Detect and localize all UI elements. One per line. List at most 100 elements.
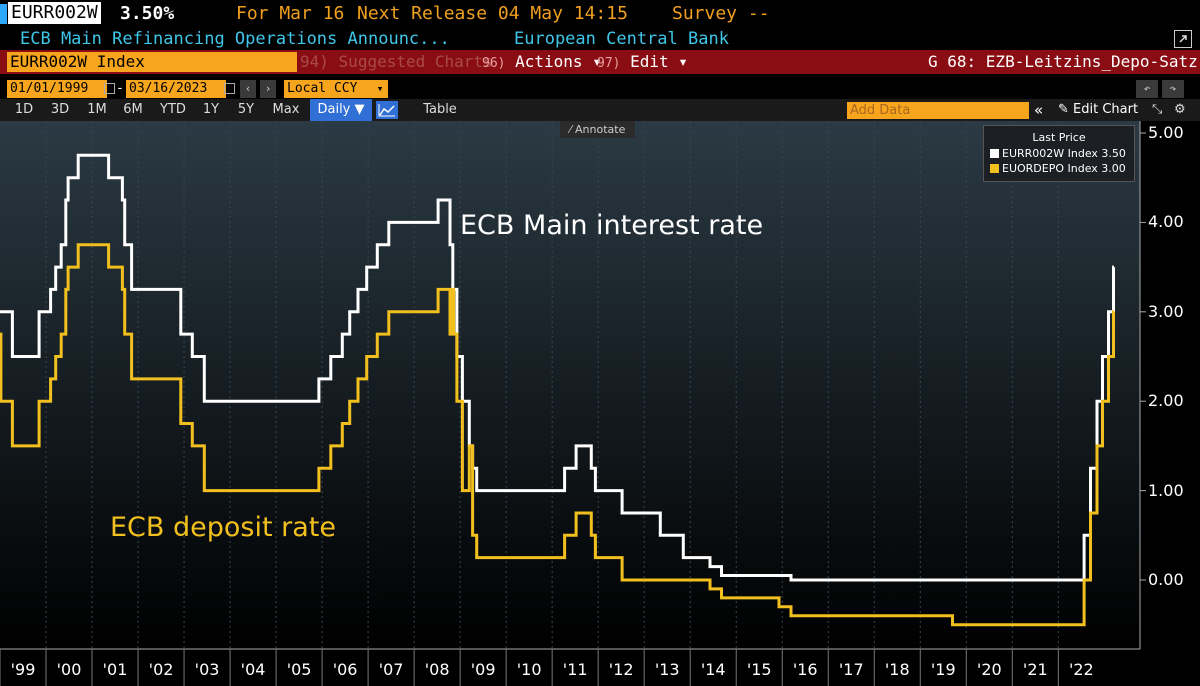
edit-menu[interactable]: 97) Edit ▾ [597, 52, 688, 72]
x-tick-label: '07 [378, 660, 404, 679]
tab-max[interactable]: Max [272, 102, 300, 117]
toolbar: EURR002W Index 94) Suggested Charts 96) … [0, 50, 1200, 74]
grid [45, 121, 1059, 649]
prev-period-icon[interactable]: ‹ [240, 80, 256, 98]
legend-title: Last Price [1032, 131, 1086, 144]
security-description: ECB Main Refinancing Operations Announc.… [20, 29, 450, 49]
x-tick-label: '09 [470, 660, 496, 679]
suggested-charts-button[interactable]: 94) Suggested Charts [300, 52, 493, 72]
tab-ytd[interactable]: YTD [160, 102, 186, 117]
annotate-label: Annotate [575, 123, 626, 136]
legend-label: EURR002W Index 3.50 [1002, 147, 1126, 160]
tab-1y[interactable]: 1Y [202, 102, 220, 117]
x-tick-label: '17 [838, 660, 864, 679]
y-tick-label: 5.00 [1148, 123, 1184, 142]
y-tick-label: 4.00 [1148, 212, 1184, 232]
suggested-label: Suggested Charts [338, 52, 493, 71]
plot-area [0, 121, 1140, 649]
tick-marks [0, 132, 1146, 686]
x-tick-label: '11 [562, 660, 588, 679]
x-tick-label: '16 [792, 660, 818, 679]
edit-label: Edit ▾ [630, 52, 688, 71]
x-tick-label: '18 [884, 660, 910, 679]
page-title: G 68: EZB-Leitzins_Depo-Satz [928, 52, 1198, 71]
x-tick-label: '03 [194, 660, 220, 679]
date-range-row: 01/01/1999 - 03/16/2023 ‹ › Local CCY ▾ … [0, 79, 1200, 99]
survey: Survey -- [672, 3, 770, 24]
source: European Central Bank [514, 29, 729, 49]
calendar-icon[interactable] [104, 83, 115, 94]
description-row: ECB Main Refinancing Operations Announc.… [0, 28, 1200, 50]
edit-chart-label: Edit Chart [1073, 102, 1139, 117]
header-row: EURR002W 3.50% For Mar 16 Next Release 0… [0, 0, 1200, 28]
legend-item-main: EURR002W Index 3.50 [990, 147, 1126, 160]
series-line-deposit-rate [0, 243, 1115, 627]
series-group [0, 153, 1115, 627]
x-tick-label: '20 [976, 660, 1002, 679]
legend: Last Price EURR002W Index 3.50 EUORDEPO … [983, 125, 1135, 182]
ticker-field[interactable]: EURR002W [8, 2, 101, 24]
x-tick-label: '10 [516, 660, 542, 679]
x-tick-label: '22 [1068, 660, 1094, 679]
x-tick-label: '06 [332, 660, 358, 679]
annotate-button[interactable]: ⁄ Annotate [560, 121, 635, 138]
main-rate-annotation: ECB Main interest rate [460, 210, 764, 241]
x-tick-label: '08 [424, 660, 450, 679]
tab-3d[interactable]: 3D [50, 102, 70, 117]
cursor-marker [0, 4, 7, 24]
resize-icon[interactable]: ⤡ [1152, 102, 1163, 117]
legend-label: EUORDEPO Index 3.00 [1002, 162, 1126, 175]
collapse-icon[interactable]: « [1034, 101, 1044, 119]
x-tick-label: '04 [240, 660, 266, 679]
undo-icon[interactable]: ↶ [1136, 80, 1158, 98]
actions-label: Actions ▾ [515, 52, 602, 71]
line-chart-icon[interactable] [376, 101, 398, 119]
actions-num: 96) [482, 56, 506, 71]
pencil-icon: ✎ [1058, 102, 1069, 117]
period-tabs-row: 1D 3D 1M 6M YTD 1Y 5Y Max Daily ▼ Table … [0, 99, 1200, 121]
legend-item-deposit: EUORDEPO Index 3.00 [990, 162, 1126, 175]
tab-5y[interactable]: 5Y [237, 102, 255, 117]
gear-icon[interactable]: ⚙ [1174, 102, 1186, 117]
redo-icon[interactable]: ↷ [1162, 80, 1184, 98]
chevron-down-icon[interactable]: ▾ [372, 80, 388, 98]
series-line-main-rate [0, 153, 1115, 582]
edit-chart-button[interactable]: ✎ Edit Chart [1058, 99, 1138, 121]
y-tick-label: 2.00 [1148, 391, 1184, 411]
table-button[interactable]: Table [423, 102, 457, 117]
last-value: 3.50% [120, 3, 175, 24]
x-tick-label: '12 [608, 660, 634, 679]
x-tick-label: '05 [286, 660, 312, 679]
next-period-icon[interactable]: › [260, 80, 276, 98]
security-field[interactable]: EURR002W Index [7, 52, 297, 72]
x-tick-label: '13 [654, 660, 680, 679]
x-tick-label: '99 [10, 660, 36, 679]
pencil-icon: ⁄ [569, 123, 572, 136]
x-tick-label: '01 [102, 660, 128, 679]
deposit-rate-annotation: ECB deposit rate [110, 512, 337, 543]
tab-6m[interactable]: 6M [123, 102, 143, 117]
calendar-icon[interactable] [224, 83, 235, 94]
y-tick-label: 3.00 [1148, 301, 1184, 321]
legend-swatch [990, 164, 999, 173]
start-date-input[interactable]: 01/01/1999 [7, 80, 107, 98]
x-tick-label: '15 [746, 660, 772, 679]
x-tick-label: '14 [700, 660, 726, 679]
chart-svg [0, 121, 1146, 686]
period-select[interactable]: Daily ▼ [310, 99, 372, 121]
currency-select[interactable]: Local CCY [284, 80, 376, 98]
for-date: For Mar 16 [236, 3, 345, 24]
popout-icon[interactable] [1174, 30, 1192, 48]
add-data-input[interactable]: Add Data [847, 102, 1029, 119]
x-tick-label: '21 [1022, 660, 1048, 679]
tab-1d[interactable]: 1D [14, 102, 34, 117]
x-tick-label: '02 [148, 660, 174, 679]
x-tick-label: '00 [56, 660, 82, 679]
edit-num: 97) [597, 56, 621, 71]
range-dash: - [116, 81, 124, 96]
legend-swatch [990, 149, 999, 158]
tab-1m[interactable]: 1M [87, 102, 107, 117]
next-release: Next Release 04 May 14:15 [357, 3, 628, 24]
actions-menu[interactable]: 96) Actions ▾ [482, 52, 602, 72]
end-date-input[interactable]: 03/16/2023 [126, 80, 226, 98]
